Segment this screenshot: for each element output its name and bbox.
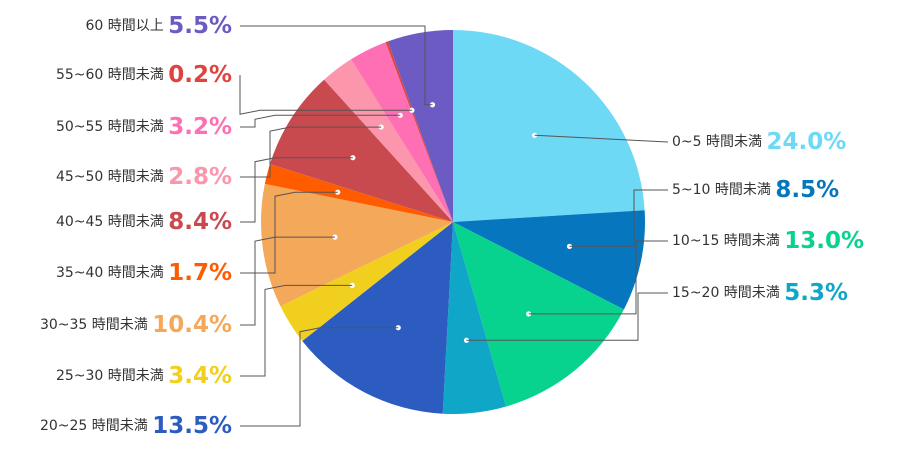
leader-line-4 [466, 292, 668, 341]
leader-line-8 [240, 191, 338, 274]
pie-slice-7 [261, 183, 453, 307]
slice-dot-6 [349, 282, 355, 288]
category-label: 40~45 時間未満 [56, 214, 168, 230]
pie-slice-4 [442, 222, 507, 415]
slice-label-9: 40~45 時間未満 8.4% [56, 209, 232, 235]
pie-slice-2 [453, 210, 646, 310]
slice-label-1: 0~5 時間未満 24.0% [672, 129, 846, 155]
pie-slice-1 [453, 30, 645, 222]
value-label: 13.5% [152, 413, 232, 439]
value-label: 8.4% [168, 209, 232, 235]
slice-labels: 0~5 時間未満 24.0% 5~10 時間未満 8.5% 10~15 時間未満 1… [40, 13, 864, 439]
value-label: 1.7% [168, 260, 232, 286]
value-label: 0.2% [168, 62, 232, 88]
slice-dot-9 [350, 155, 356, 161]
pie-slice-6 [280, 222, 453, 341]
slice-label-6: 25~30 時間未満 3.4% [56, 363, 232, 389]
slice-label-10: 45~50 時間未満 2.8% [56, 164, 232, 190]
category-label: 0~5 時間未満 [672, 134, 766, 150]
slice-dot-11 [397, 112, 403, 118]
category-label: 5~10 時間未満 [672, 182, 775, 198]
leader-line-3 [528, 240, 668, 315]
slice-label-13: 60 時間以上 5.5% [85, 13, 232, 39]
category-label: 25~30 時間未満 [56, 368, 168, 384]
leader-line-1 [534, 134, 669, 143]
category-label: 60 時間以上 [85, 18, 168, 34]
leader-line-2 [569, 189, 668, 247]
value-label: 5.3% [784, 280, 848, 306]
value-label: 10.4% [152, 312, 232, 338]
slice-label-5: 20~25 時間未満 13.5% [40, 413, 232, 439]
category-label: 55~60 時間未満 [56, 67, 168, 83]
slice-label-8: 35~40 時間未満 1.7% [56, 260, 232, 286]
leader-line-5 [240, 327, 399, 427]
value-label: 2.8% [168, 164, 232, 190]
category-label: 50~55 時間未満 [56, 119, 168, 135]
value-label: 3.2% [168, 114, 232, 140]
leader-line-13 [240, 25, 433, 106]
slice-dot-5 [395, 325, 401, 331]
category-label: 10~15 時間未満 [672, 233, 784, 249]
pie-slice-5 [302, 222, 453, 414]
leader-line-7 [240, 236, 335, 326]
category-label: 45~50 時間未満 [56, 169, 168, 185]
slice-dot-7 [332, 234, 338, 240]
value-label: 13.0% [784, 228, 864, 254]
leader-line-12 [239, 75, 412, 115]
pie-slice-13 [387, 30, 453, 222]
value-label: 24.0% [766, 129, 846, 155]
slice-label-4: 15~20 時間未満 5.3% [672, 280, 848, 306]
slice-label-7: 30~35 時間未満 10.4% [40, 312, 232, 338]
slice-dot-3 [526, 311, 532, 317]
category-label: 20~25 時間未満 [40, 418, 152, 434]
slice-dot-13 [429, 102, 436, 108]
pie-slice-12 [385, 41, 453, 223]
slice-label-11: 50~55 時間未満 3.2% [56, 114, 232, 140]
pie-slice-11 [351, 42, 453, 223]
pie-slice-8 [264, 164, 453, 222]
category-label: 15~20 時間未満 [672, 285, 784, 301]
category-label: 30~35 時間未満 [40, 317, 152, 333]
leader-line-10 [240, 126, 382, 178]
leader-line-6 [240, 284, 353, 377]
leader-lines [239, 25, 669, 427]
leader-line-11 [240, 114, 401, 128]
leader-line-9 [240, 157, 353, 223]
value-label: 8.5% [775, 177, 839, 203]
pie-slice-10 [324, 59, 453, 222]
value-label: 5.5% [168, 13, 232, 39]
pie-slices [261, 30, 646, 415]
slice-label-12: 55~60 時間未満 0.2% [56, 62, 232, 88]
slice-dot-12 [409, 107, 415, 113]
slice-label-3: 10~15 時間未満 13.0% [672, 228, 864, 254]
slice-dot-1 [531, 132, 538, 138]
slice-label-2: 5~10 時間未満 8.5% [672, 177, 839, 203]
category-label: 35~40 時間未満 [56, 265, 168, 281]
value-label: 3.4% [168, 363, 232, 389]
